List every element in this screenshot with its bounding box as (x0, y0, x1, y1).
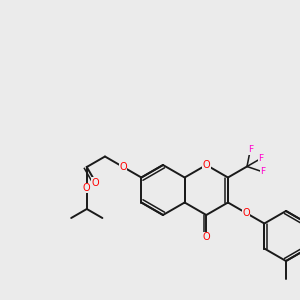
Text: F: F (248, 145, 253, 154)
Text: O: O (119, 162, 127, 172)
Text: F: F (258, 154, 263, 163)
Text: O: O (202, 232, 210, 242)
Text: O: O (202, 160, 210, 170)
Text: O: O (242, 208, 250, 218)
Text: O: O (83, 183, 91, 193)
Text: F: F (260, 167, 266, 176)
Text: O: O (92, 178, 100, 188)
